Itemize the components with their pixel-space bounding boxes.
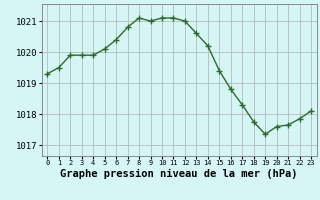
X-axis label: Graphe pression niveau de la mer (hPa): Graphe pression niveau de la mer (hPa) <box>60 169 298 179</box>
